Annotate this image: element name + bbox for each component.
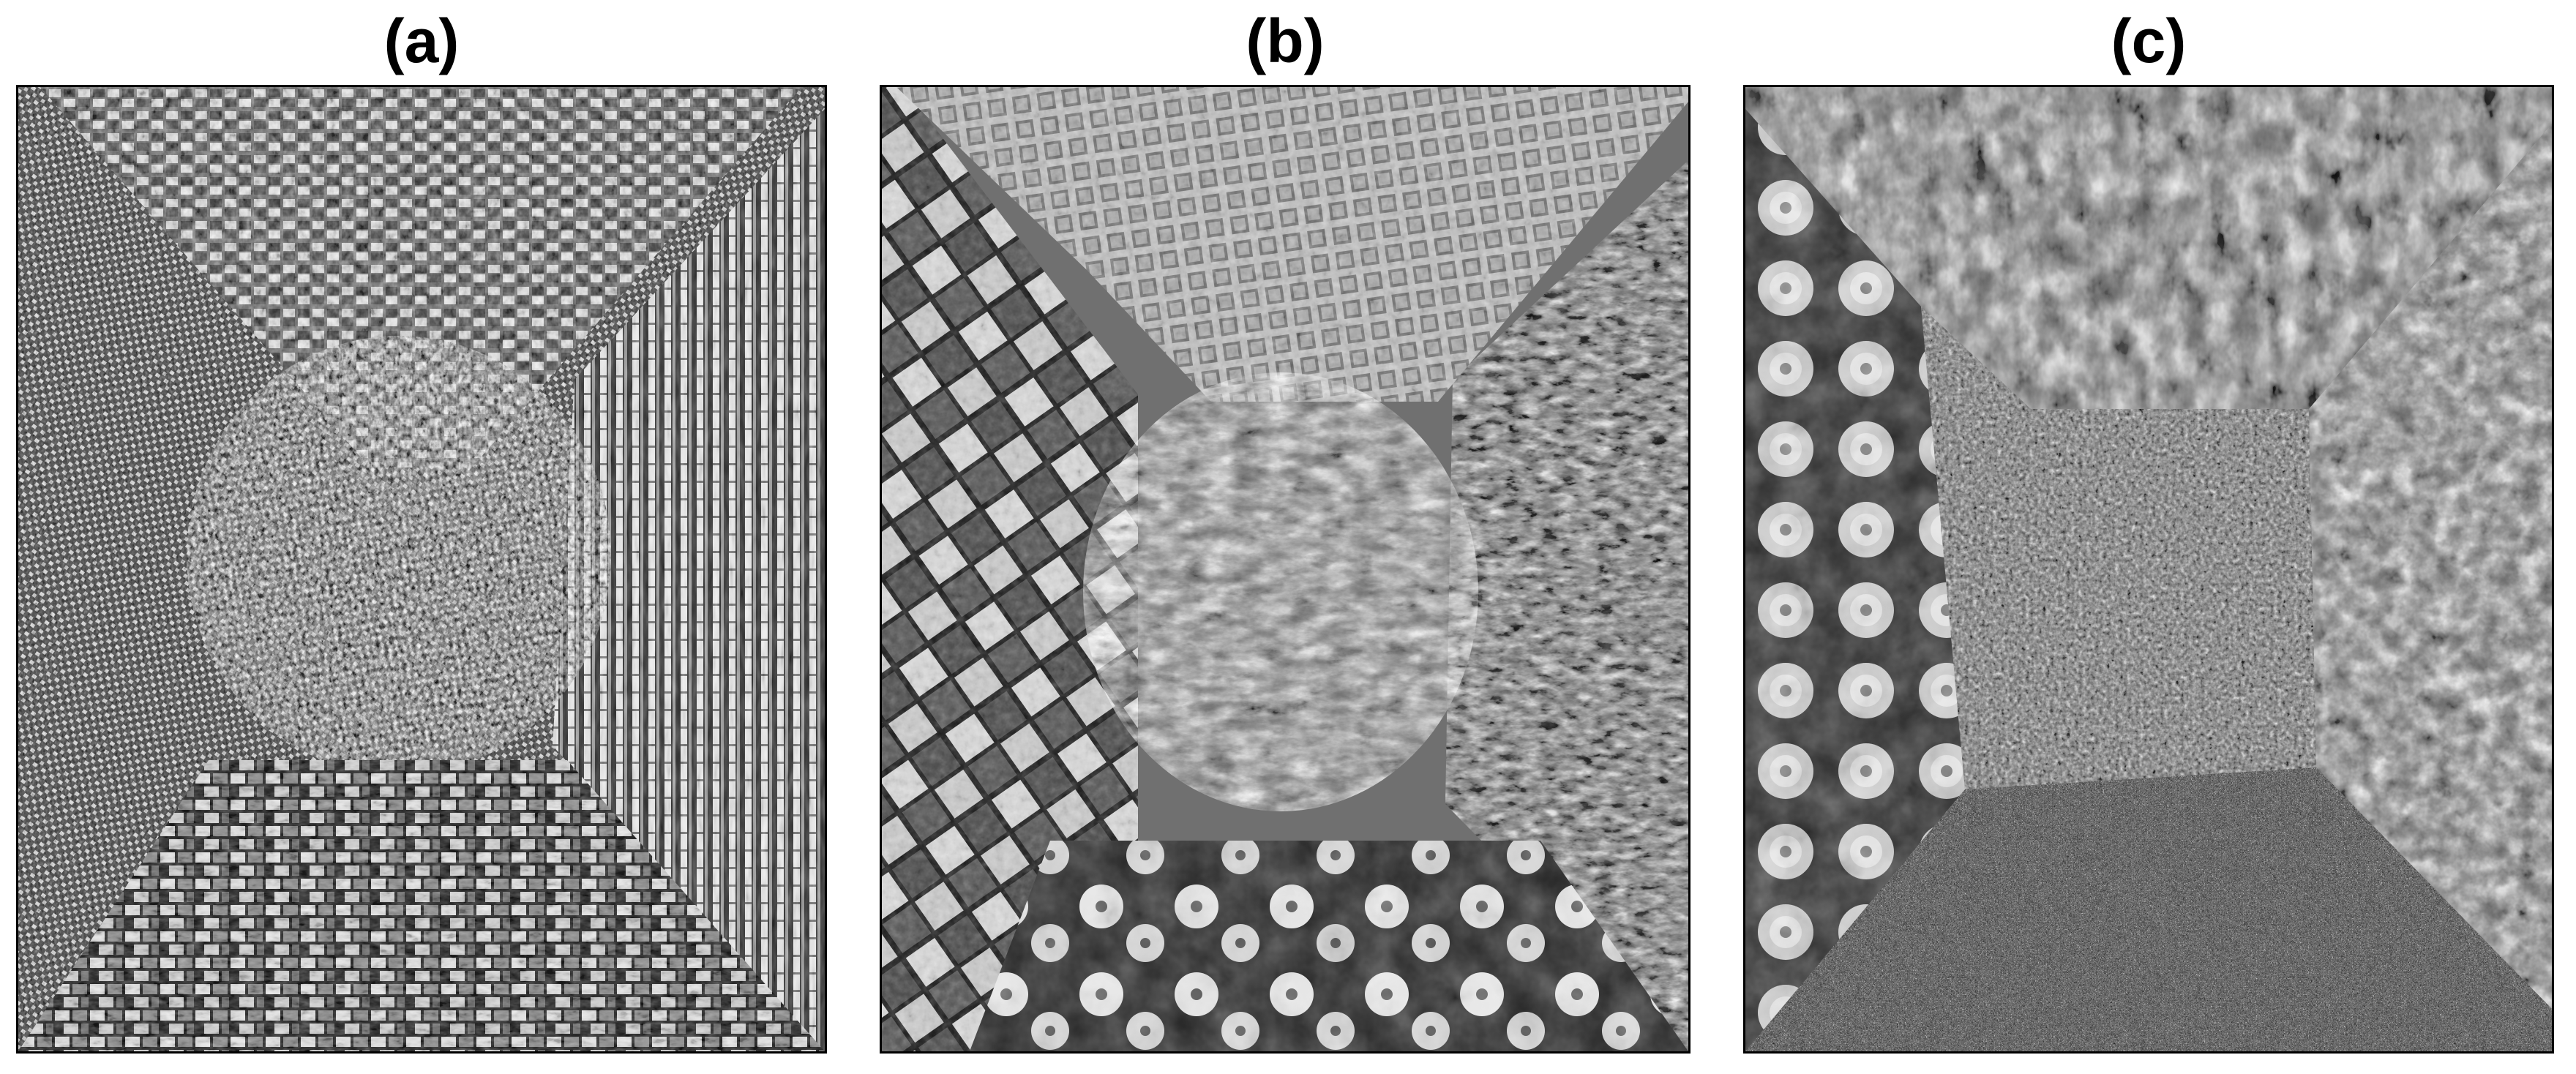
region-speckled-center: [187, 336, 611, 775]
region-grass-circle: [1083, 372, 1478, 811]
texture-mosaic-c: [1745, 87, 2552, 1051]
region-flowers-bottom: [970, 841, 1688, 1051]
panel-b-texture-mosaic: [880, 85, 1690, 1054]
panel-c-title: (c): [2111, 7, 2187, 75]
texture-mosaic-b: [882, 87, 1688, 1051]
panel-a-title: (a): [383, 7, 460, 75]
panel-c-texture-mosaic: [1743, 85, 2554, 1054]
panel-a-texture-mosaic: [16, 85, 827, 1054]
panel-b-title: (b): [1246, 7, 1325, 75]
texture-mosaic-a: [18, 87, 825, 1051]
region-succulents-left: [1745, 109, 1965, 1051]
